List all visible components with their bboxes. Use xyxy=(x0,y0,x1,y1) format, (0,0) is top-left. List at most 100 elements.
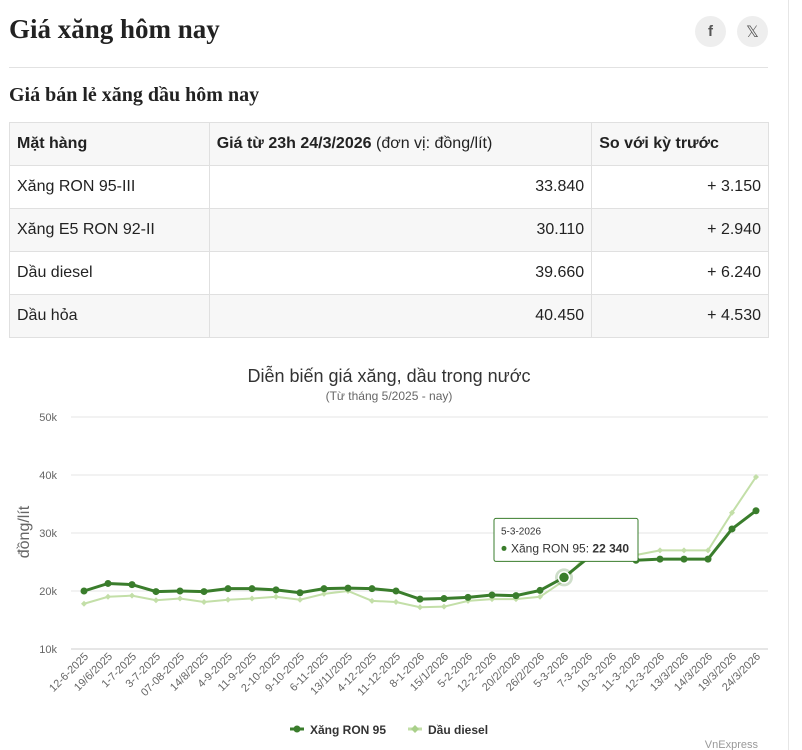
data-point-diesel xyxy=(393,599,399,606)
legend: Xăng RON 95 Dầu diesel xyxy=(290,723,488,737)
data-point-diesel xyxy=(273,593,279,600)
data-point-diesel xyxy=(225,596,231,603)
table-row: Dầu diesel 39.660 + 6.240 xyxy=(9,251,769,295)
x-share-icon[interactable]: 𝕏 xyxy=(737,16,768,47)
y-tick-label: 10k xyxy=(39,644,57,656)
data-point-ron95 xyxy=(200,588,208,596)
data-point-diesel xyxy=(369,597,375,604)
data-point-diesel xyxy=(153,597,159,604)
data-point-ron95 xyxy=(416,595,424,603)
row-change: + 4.530 xyxy=(591,294,769,338)
data-point-diesel xyxy=(729,509,735,516)
y-tick-label: 50k xyxy=(39,412,57,424)
table-header-row: Mặt hàng Giá từ 23h 24/3/2026 (đơn vị: đ… xyxy=(9,122,769,166)
row-change: + 3.150 xyxy=(591,165,769,209)
data-point-ron95 xyxy=(728,525,736,533)
tooltip: 5-3-2026 Xăng RON 95: 22 340 xyxy=(493,517,639,562)
chart-title: Diễn biến giá xăng, dầu trong nước xyxy=(247,365,530,386)
legend-item-diesel[interactable]: Dầu diesel xyxy=(408,723,488,737)
row-price: 33.840 xyxy=(208,165,593,209)
data-point-diesel xyxy=(681,547,687,554)
y-axis-ticks: 10k 20k 30k 40k 50k xyxy=(39,412,57,656)
data-point-diesel xyxy=(753,473,759,480)
data-point-diesel xyxy=(441,603,447,610)
column-header-change: So với kỳ trước xyxy=(591,122,769,166)
row-change: + 2.940 xyxy=(591,208,769,252)
chart-subtitle: (Từ tháng 5/2025 - nay) xyxy=(326,389,453,403)
series-line-ron95 xyxy=(83,509,757,601)
data-point-ron95 xyxy=(128,581,136,589)
row-price: 39.660 xyxy=(208,251,593,295)
legend-item-ron95[interactable]: Xăng RON 95 xyxy=(290,723,386,737)
tooltip-box xyxy=(493,517,639,562)
data-point-ron95 xyxy=(368,585,376,593)
data-point-ron95 xyxy=(536,586,544,594)
legend-marker-ron95 xyxy=(293,725,301,733)
y-tick-label: 40k xyxy=(39,470,57,482)
row-change: + 6.240 xyxy=(591,251,769,295)
y-axis-label: đồng/lít xyxy=(16,505,33,558)
price-trend-chart: Diễn biến giá xăng, dầu trong nước (Từ t… xyxy=(16,365,768,750)
row-item: Dầu diesel xyxy=(9,251,210,295)
data-point-diesel xyxy=(537,593,543,600)
tooltip-series-dot xyxy=(501,545,507,551)
data-point-diesel xyxy=(105,593,111,600)
data-point-diesel xyxy=(177,595,183,602)
data-point-diesel xyxy=(297,596,303,603)
highlight-point xyxy=(557,571,571,584)
title-divider xyxy=(9,67,768,68)
data-point-diesel xyxy=(129,592,135,599)
data-point-ron95 xyxy=(680,555,688,563)
series xyxy=(80,473,760,611)
facebook-share-icon[interactable]: f xyxy=(695,16,726,47)
table-row: Xăng RON 95-III 33.840 + 3.150 xyxy=(9,165,769,209)
section-title: Giá bán lẻ xăng dầu hôm nay xyxy=(9,84,260,106)
legend-label-ron95: Xăng RON 95 xyxy=(310,723,386,737)
row-item: Dầu hỏa xyxy=(9,294,210,338)
table-row: Xăng E5 RON 92-II 30.110 + 2.940 xyxy=(9,208,769,252)
data-point-diesel xyxy=(81,600,87,607)
data-point-ron95 xyxy=(488,591,496,599)
series-line-diesel xyxy=(83,476,757,609)
table-row: Dầu hỏa 40.450 + 4.530 xyxy=(9,294,769,338)
price-header-unit: (đơn vị: đồng/lít) xyxy=(375,135,493,152)
data-point-ron95 xyxy=(320,585,328,593)
row-price: 40.450 xyxy=(208,294,593,338)
data-point-diesel xyxy=(201,599,207,606)
data-point-ron95 xyxy=(512,592,520,600)
x-axis-ticks: 12-6-202519/6/20251-7-20253-7-202507-08-… xyxy=(47,651,763,699)
data-point-ron95 xyxy=(80,587,88,595)
data-point-ron95 xyxy=(656,555,664,563)
page-title: Giá xăng hôm nay xyxy=(9,14,220,44)
row-item: Xăng E5 RON 92-II xyxy=(9,208,210,252)
legend-label-diesel: Dầu diesel xyxy=(428,723,488,737)
data-point-ron95 xyxy=(344,584,352,592)
row-item: Xăng RON 95-III xyxy=(9,165,210,209)
data-point-diesel xyxy=(657,547,663,554)
data-point-ron95 xyxy=(296,589,304,597)
y-tick-label: 20k xyxy=(39,586,57,598)
data-point-diesel xyxy=(417,604,423,611)
chart-source-credit: VnExpress xyxy=(705,739,759,750)
column-header-item: Mặt hàng xyxy=(9,122,210,166)
data-point-ron95 xyxy=(104,579,112,587)
data-point-ron95 xyxy=(176,587,184,595)
tooltip-series-name: Xăng RON 95: xyxy=(511,541,589,555)
data-point-diesel xyxy=(705,547,711,554)
data-point-ron95 xyxy=(272,586,280,594)
grid xyxy=(71,416,768,650)
data-point-diesel xyxy=(321,590,327,597)
column-header-price: Giá từ 23h 24/3/2026 (đơn vị: đồng/lít) xyxy=(208,122,593,166)
legend-marker-diesel xyxy=(411,725,419,733)
tooltip-value-text: Xăng RON 95: 22 340 xyxy=(511,541,629,555)
data-point-ron95 xyxy=(752,507,760,515)
row-price: 30.110 xyxy=(208,208,593,252)
price-header-date: Giá từ 23h 24/3/2026 xyxy=(216,135,372,152)
data-point-ron95 xyxy=(464,593,472,601)
data-point-ron95 xyxy=(704,555,712,563)
tooltip-date: 5-3-2026 xyxy=(501,526,541,537)
data-point-ron95 xyxy=(224,585,232,593)
y-tick-label: 30k xyxy=(39,528,57,540)
data-point-ron95 xyxy=(440,595,448,603)
price-table: Mặt hàng Giá từ 23h 24/3/2026 (đơn vị: đ… xyxy=(9,122,769,338)
